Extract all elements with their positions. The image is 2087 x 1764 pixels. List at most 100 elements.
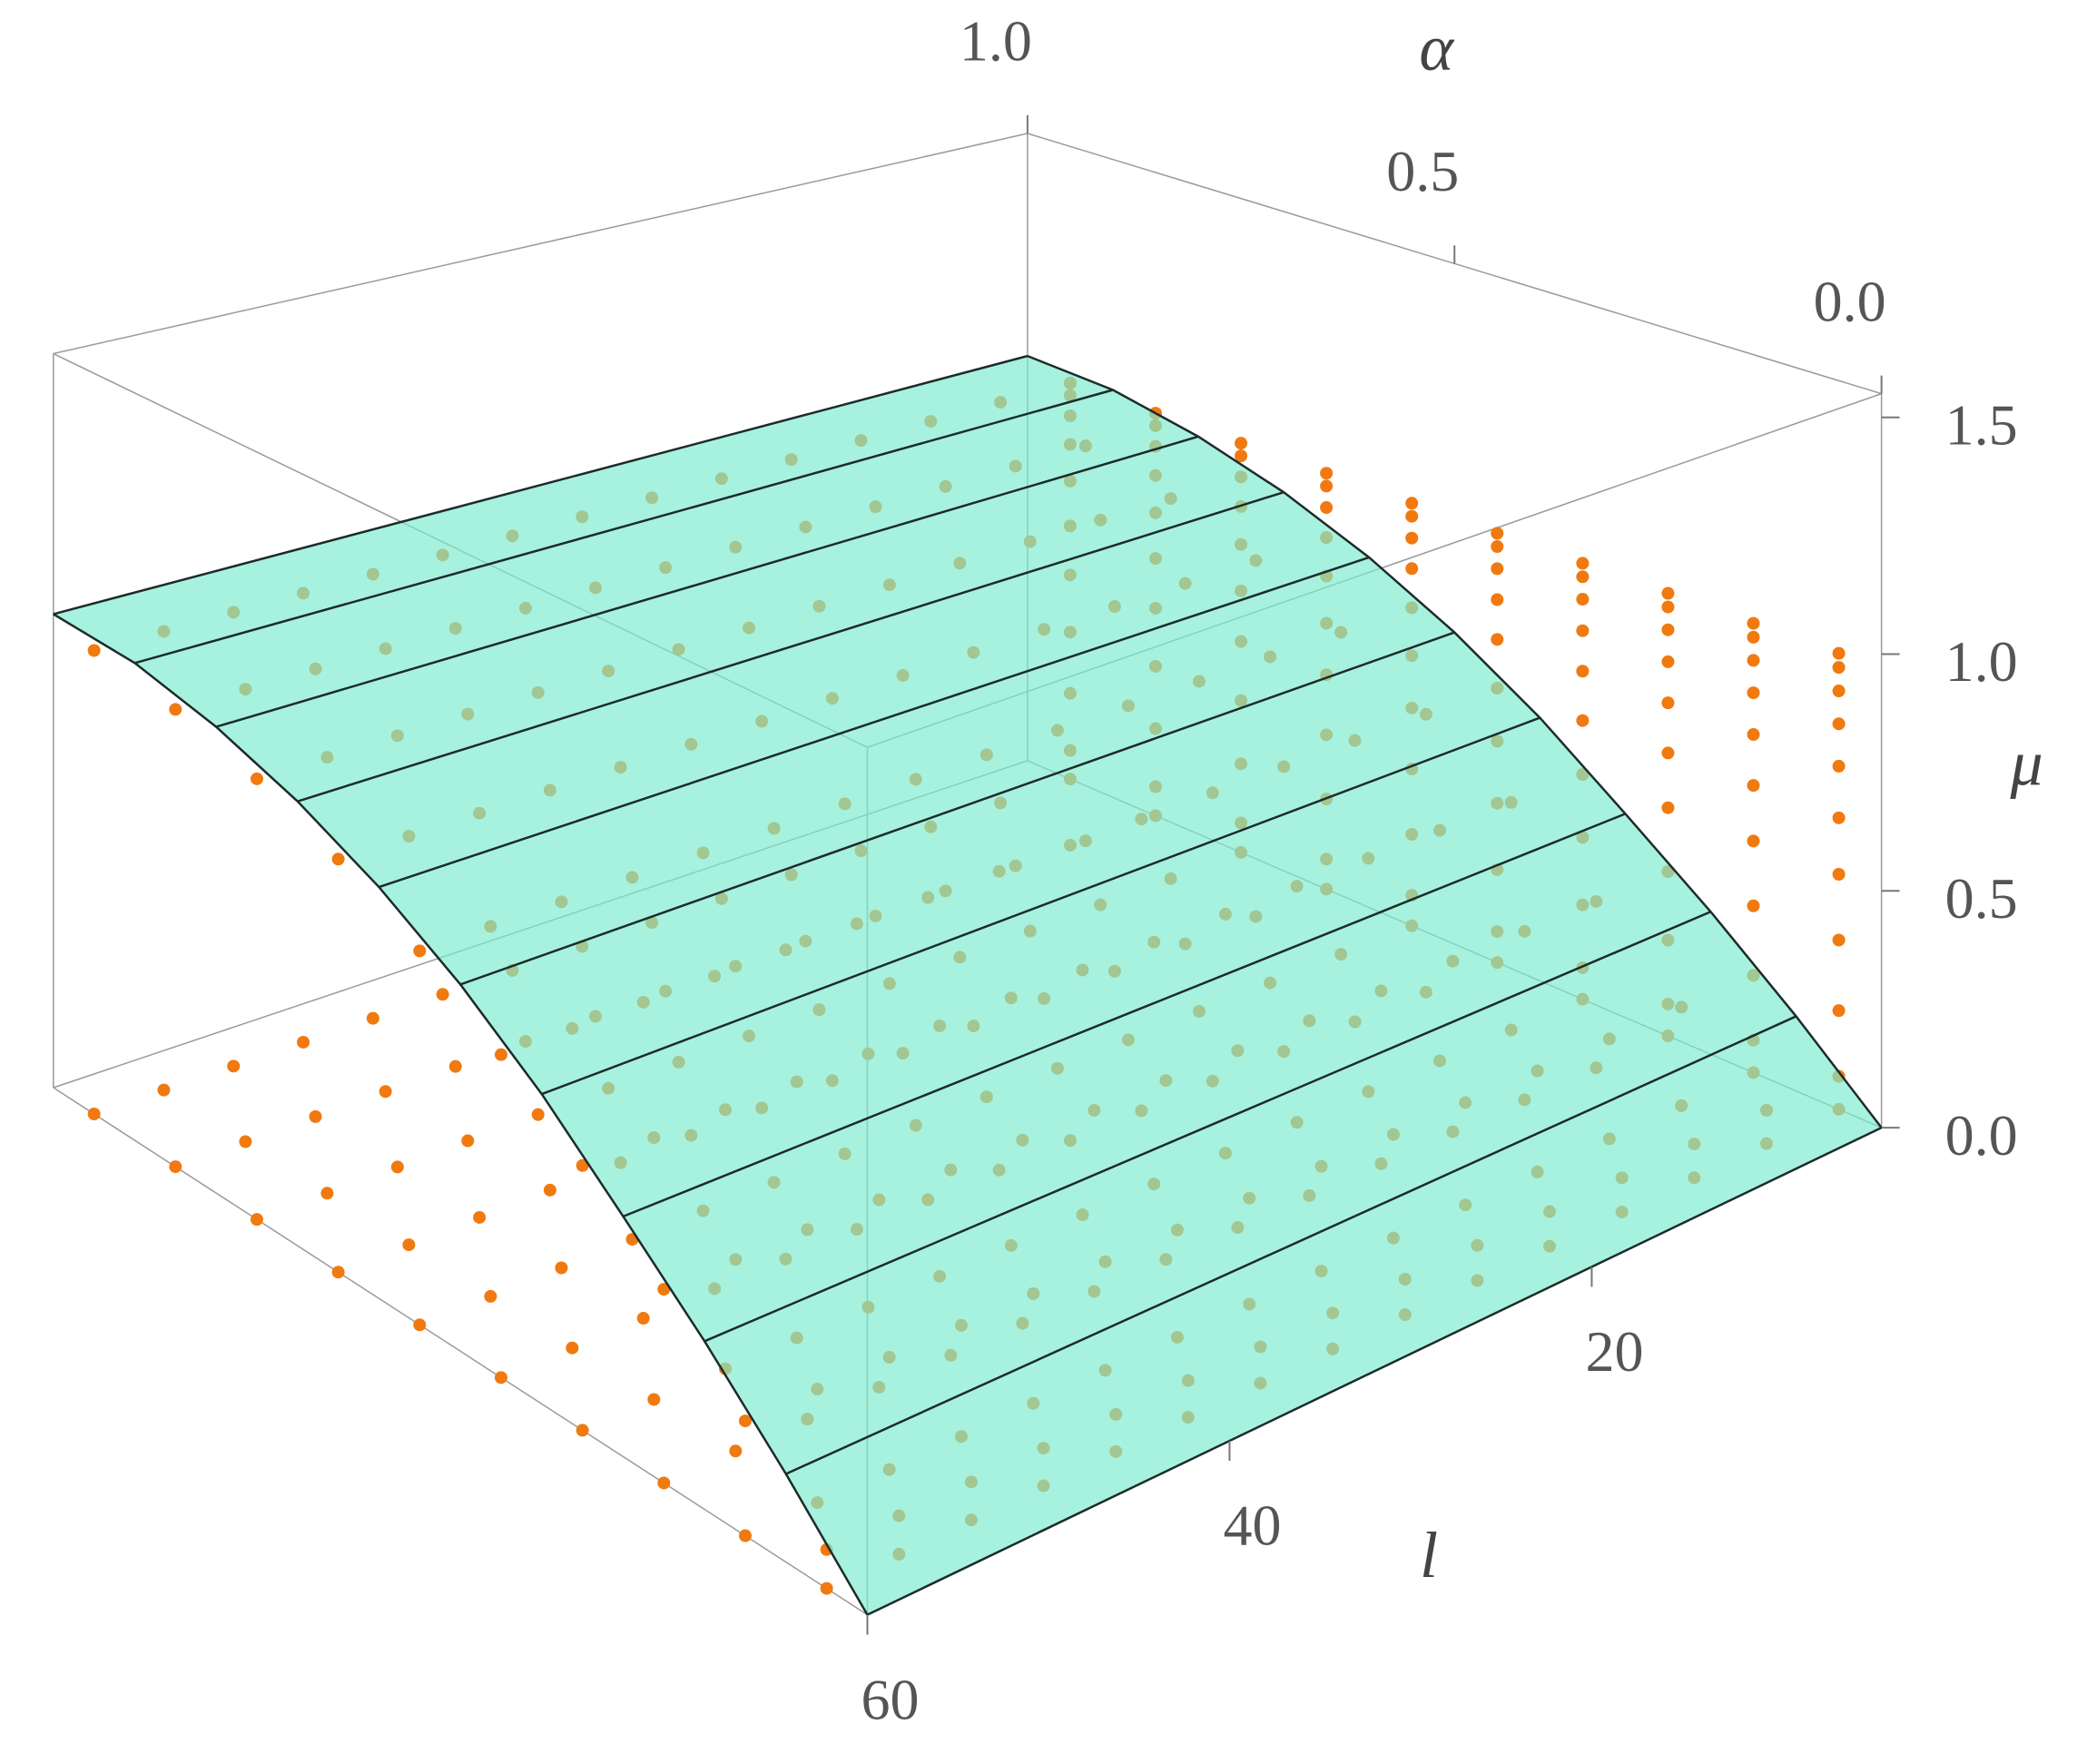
x-tick-label: 40 [1223, 1493, 1281, 1558]
floor-projection [402, 1238, 416, 1252]
wall-projection [1576, 570, 1590, 584]
wall-projection [1320, 479, 1334, 493]
wall-projection [1661, 586, 1675, 600]
floor-projection [494, 1371, 507, 1385]
floor-projection [566, 1341, 579, 1355]
floor-projection [543, 1183, 556, 1197]
floor-projection [157, 1083, 171, 1097]
mesh-line [53, 354, 1029, 616]
floor-projection [331, 1266, 345, 1279]
wall-projection [1405, 531, 1419, 545]
wall-projection [1832, 646, 1846, 660]
floor-projection [531, 1108, 545, 1121]
y-tick-label: 0.0 [1814, 269, 1886, 333]
mesh-line [297, 490, 1285, 803]
wall-projection [1235, 437, 1248, 450]
wall-projection [1491, 593, 1504, 606]
y-axis-label: α [1419, 12, 1454, 84]
data-point [87, 644, 101, 657]
y-tick-label: 0.5 [1386, 139, 1459, 203]
floor-projection [320, 1187, 334, 1200]
floor-projection [576, 1424, 589, 1437]
floor-projection [239, 1135, 252, 1148]
wall-projection [1747, 779, 1760, 793]
wall-projection [1832, 685, 1846, 698]
wall-projection [1405, 509, 1419, 523]
wall-projection [1747, 654, 1760, 667]
mesh-line [541, 716, 1541, 1096]
surface-boundary [1027, 354, 1883, 1128]
wall-projection [1661, 655, 1675, 668]
floor-projection [738, 1529, 752, 1542]
y-tick-label: 1.0 [960, 9, 1032, 74]
wall-projection [1747, 686, 1760, 700]
mesh-line [623, 813, 1626, 1218]
mesh-line [459, 631, 1455, 986]
mesh-line [704, 911, 1711, 1343]
floor-projection [436, 988, 449, 1001]
data-point [169, 703, 182, 716]
wall-projection [1747, 630, 1760, 644]
wall-projection [1832, 1004, 1846, 1018]
floor-projection [820, 1582, 833, 1595]
surface-boundary [53, 613, 869, 1616]
wall-projection [1747, 899, 1760, 912]
floor-projection [250, 1213, 263, 1227]
floor-projection [448, 1059, 462, 1073]
floor-projection [390, 1160, 404, 1174]
mesh-line [785, 1015, 1797, 1475]
floor-projection [169, 1160, 182, 1174]
wall-projection [1661, 746, 1675, 760]
box-edge [53, 1087, 868, 1616]
x-tick-label: 20 [1585, 1319, 1643, 1384]
data-point [738, 1414, 752, 1428]
wall-projection [1661, 801, 1675, 814]
floor-projection [636, 1312, 650, 1325]
z-tick-label: 1.0 [1945, 629, 2018, 694]
wall-projection [1747, 728, 1760, 742]
wall-projection [1832, 933, 1846, 947]
wall-projection [1832, 811, 1846, 824]
floor-projection [473, 1210, 487, 1224]
z-tick-label: 0.5 [1945, 866, 2018, 931]
wall-projection [1576, 624, 1590, 637]
floor-projection [413, 1318, 427, 1332]
floor-projection [484, 1289, 497, 1303]
wall-projection [1320, 467, 1334, 480]
mesh-line [379, 556, 1370, 889]
wall-projection [1576, 714, 1590, 727]
floor-projection [87, 1108, 101, 1121]
floor-projection [647, 1393, 661, 1406]
wall-projection [1661, 600, 1675, 614]
mesh-line [215, 435, 1199, 728]
data-point [494, 1048, 507, 1061]
z-axis-label: μ [2010, 726, 2043, 799]
wall-projection [1235, 449, 1248, 463]
wall-projection [1320, 501, 1334, 515]
wall-projection [1747, 616, 1760, 630]
wall-projection [1576, 593, 1590, 606]
wall-projection [1661, 623, 1675, 636]
wall-projection [1405, 497, 1419, 510]
floor-projection [729, 1444, 743, 1458]
wall-projection [1747, 834, 1760, 848]
wall-projection [1832, 717, 1846, 731]
z-tick-label: 0.0 [1945, 1103, 2018, 1168]
wall-projection [1491, 633, 1504, 646]
floor-projection [227, 1059, 241, 1073]
floor-projection [309, 1109, 322, 1123]
data-point [413, 944, 427, 958]
floor-projection [461, 1134, 475, 1148]
wall-projection [1491, 527, 1504, 540]
x-tick-label: 60 [861, 1667, 919, 1731]
floor-projection [366, 1011, 379, 1025]
wall-projection [1832, 867, 1846, 881]
data-point [331, 852, 345, 866]
box-edge [53, 133, 1029, 355]
wall-projection [1661, 696, 1675, 710]
data-point [576, 1158, 589, 1172]
wall-projection [1491, 562, 1504, 576]
wall-projection [1491, 539, 1504, 553]
floor-projection [555, 1261, 568, 1275]
